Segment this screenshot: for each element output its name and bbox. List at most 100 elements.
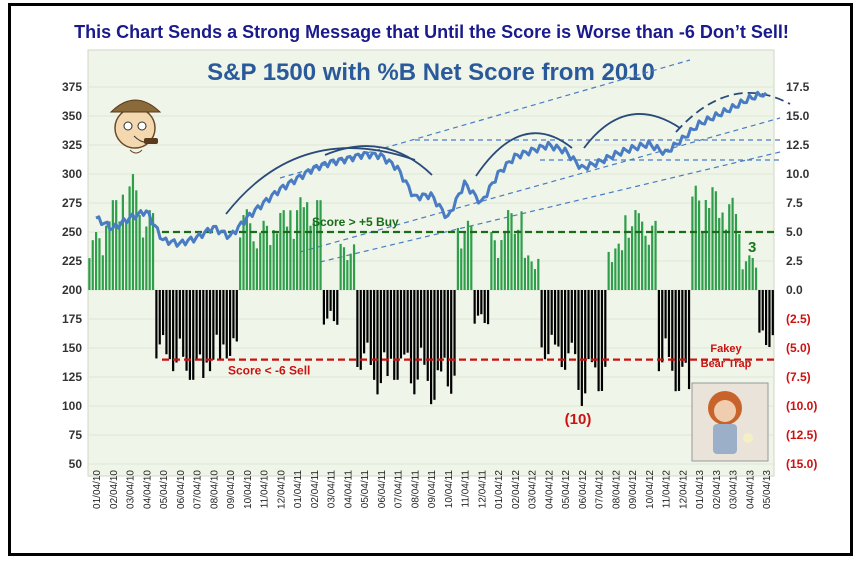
left-tick-label: 300 — [62, 167, 82, 181]
left-tick-label: 200 — [62, 283, 82, 297]
right-tick-label: 17.5 — [786, 80, 810, 94]
score-bar — [577, 290, 580, 390]
score-bar — [363, 290, 366, 354]
score-bar — [208, 290, 212, 372]
score-bar — [175, 290, 178, 363]
score-bar — [289, 210, 292, 290]
score-bar — [312, 221, 315, 290]
score-bar — [413, 290, 416, 395]
score-bar — [751, 257, 754, 290]
score-bar — [483, 290, 486, 324]
right-tick-label: 15.0 — [786, 109, 810, 123]
x-tick-label: 02/04/11 — [310, 470, 321, 509]
x-tick-label: 06/04/12 — [578, 470, 589, 509]
score-bar — [450, 290, 453, 394]
left-tick-label: 275 — [62, 196, 82, 210]
score-bar — [259, 232, 262, 290]
score-bar — [225, 290, 228, 359]
score-bar — [456, 227, 459, 290]
score-bar — [168, 290, 171, 360]
score-bar — [476, 290, 480, 316]
x-tick-label: 08/04/11 — [410, 470, 421, 509]
score-bar — [503, 232, 506, 290]
score-bar — [88, 258, 91, 290]
score-bar — [674, 290, 677, 392]
score-bar — [691, 196, 694, 290]
score-bar — [306, 202, 309, 290]
score-bar — [141, 237, 145, 290]
score-bar — [212, 290, 215, 360]
score-bar — [383, 290, 386, 353]
x-tick-label: 01/04/11 — [293, 470, 304, 509]
reference-lines: Score > +5 Buy Score < -6 Sell — [162, 215, 774, 378]
score-bar — [460, 248, 463, 290]
score-bar — [182, 290, 185, 357]
left-tick-label: 75 — [69, 428, 83, 442]
score-bar — [95, 232, 98, 290]
right-tick-label: 12.5 — [786, 138, 810, 152]
left-tick-label: 350 — [62, 109, 82, 123]
score-bar — [218, 290, 222, 360]
score-bar — [158, 290, 161, 345]
score-bar — [108, 221, 111, 290]
right-tick-label: 7.5 — [786, 196, 803, 210]
score-bar — [121, 194, 124, 290]
x-tick-label: 07/04/10 — [193, 470, 204, 509]
score-bar — [255, 248, 258, 290]
score-bar — [342, 247, 346, 290]
x-tick-label: 12/04/11 — [477, 470, 488, 509]
score-bar — [185, 290, 188, 371]
x-axis: 01/04/10 02/04/10 03/04/10 04/04/10 05/04/10… — [92, 470, 773, 509]
score-bar — [188, 290, 191, 380]
score-bar — [771, 290, 774, 336]
score-bar — [564, 290, 567, 370]
x-tick-label: 10/04/12 — [645, 470, 656, 509]
score-bar — [741, 269, 744, 290]
score-bar — [91, 240, 94, 290]
score-bar — [594, 290, 597, 368]
score-bar — [463, 232, 466, 290]
annotations: 3 (10) Fakey Bear Trap — [565, 239, 757, 428]
score-bar — [151, 213, 155, 290]
score-bar — [222, 290, 225, 345]
left-tick-label: 225 — [62, 254, 82, 268]
score-bar — [714, 191, 717, 290]
score-bar — [570, 290, 573, 343]
x-tick-label: 09/04/11 — [427, 470, 438, 509]
detective-cartoon — [109, 99, 162, 154]
score-bar — [537, 258, 540, 290]
score-bar — [105, 225, 108, 290]
score-bar — [664, 290, 667, 339]
score-bar — [215, 290, 218, 335]
score-bar — [470, 225, 473, 290]
score-bar — [322, 290, 325, 325]
annotation: (10) — [565, 411, 592, 428]
score-bar — [125, 220, 128, 290]
score-bar — [731, 197, 734, 290]
score-bar — [634, 210, 637, 290]
score-bar — [386, 290, 389, 377]
score-bar — [399, 290, 403, 359]
left-tick-label: 125 — [62, 370, 82, 384]
score-bar — [614, 248, 617, 290]
score-bar — [557, 290, 560, 347]
x-tick-label: 02/04/12 — [511, 470, 522, 509]
x-tick-label: 07/04/11 — [394, 470, 405, 509]
left-tick-label: 250 — [62, 225, 82, 239]
right-tick-label: (12.5) — [786, 428, 817, 442]
score-bar — [198, 290, 202, 355]
score-bar — [490, 232, 493, 290]
score-bar — [627, 237, 630, 290]
x-tick-label: 05/04/10 — [159, 470, 170, 509]
price-line — [95, 90, 768, 248]
score-bar — [389, 290, 392, 359]
right-tick-label: 10.0 — [786, 167, 810, 181]
left-axis: 375 350 325 300 275 250 225 200 175 150 125 100 75 50 — [62, 80, 82, 471]
score-bar — [681, 290, 684, 367]
score-bar — [433, 290, 436, 400]
reference-line-label: Score > +5 Buy — [312, 215, 399, 229]
score-bar — [195, 290, 198, 359]
score-bar — [135, 190, 138, 290]
trend-line — [279, 59, 691, 179]
score-bar — [654, 220, 657, 290]
